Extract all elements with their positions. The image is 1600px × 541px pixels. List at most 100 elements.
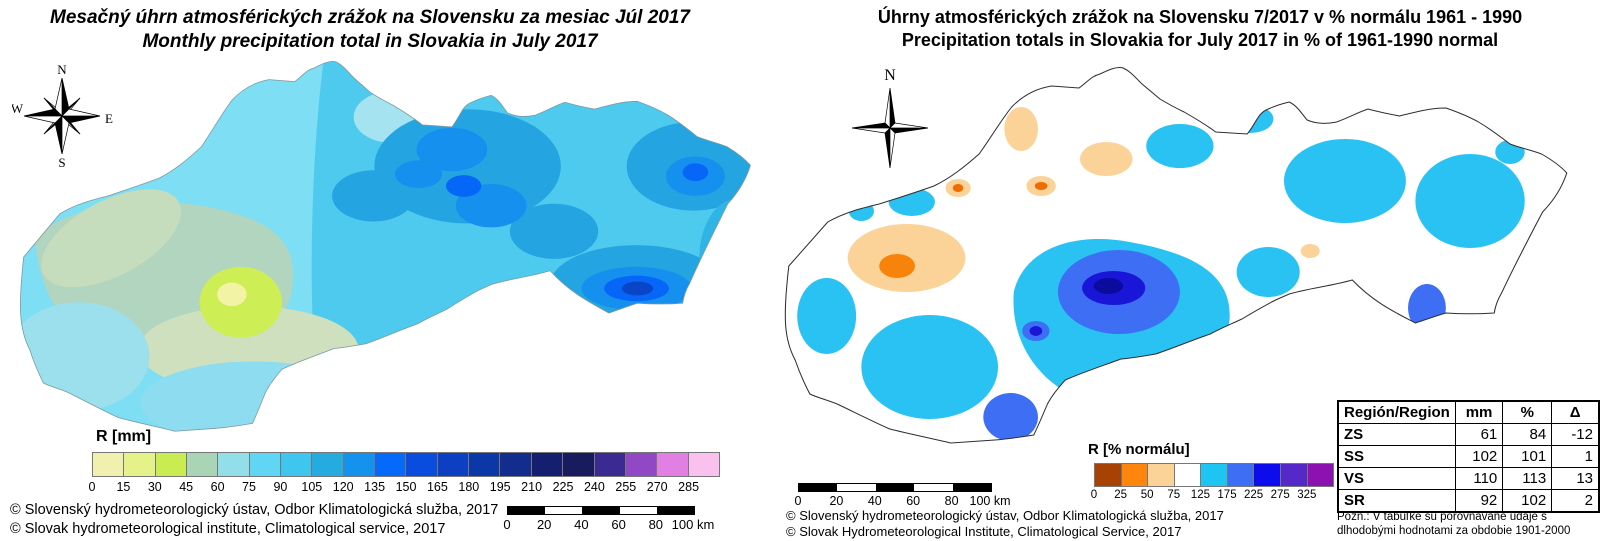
column-header: %	[1502, 400, 1553, 424]
scalebar-label: 100 km	[671, 517, 715, 532]
table-cell: 13	[1551, 467, 1600, 490]
colorbar-cell	[124, 453, 156, 476]
scalebar-label: 20	[536, 517, 552, 532]
table-header-row: Región/Region mm% Δ	[1337, 400, 1600, 424]
tick-label: 210	[521, 480, 543, 494]
tick-label: 15	[116, 480, 131, 494]
right-scalebar	[798, 483, 992, 492]
left-copyright-en: © Slovak hydrometeorological institute, …	[10, 521, 446, 537]
scalebar-label: 80	[648, 517, 664, 532]
precipitation-mm-map	[19, 60, 751, 432]
table-note: Pozn.: V tabuľke sú porovnávané údaje s …	[1337, 511, 1571, 537]
tick-label: 240	[583, 480, 605, 494]
colorbar-cell	[1280, 464, 1308, 486]
left-scalebar-labels: 0 20 40 60 80 100 km	[503, 517, 714, 532]
right-scalebar-labels: 0 20 40 60 80 100 km	[795, 494, 1011, 508]
tick-label: 25	[1114, 489, 1127, 501]
table-cell: 113	[1502, 467, 1553, 490]
table-cell: 84	[1502, 423, 1553, 446]
colorbar-cell	[594, 453, 626, 476]
scalebar-segment	[656, 507, 695, 514]
scalebar-label: 0	[503, 517, 511, 532]
tick-label: 270	[646, 480, 668, 494]
left-title-sk: Mesačný úhrn atmosférických zrážok na Sl…	[50, 7, 690, 28]
region-summary-table: Región/Region mm% Δ ZS 61 84 -12 SS 102 101 1 VS 11…	[1337, 400, 1600, 513]
colorbar-cell	[375, 453, 407, 476]
compass-e-label: E	[105, 111, 113, 126]
tick-label: 325	[1297, 489, 1317, 501]
colorbar-cell	[312, 453, 344, 476]
table-cell: 110	[1454, 467, 1504, 490]
region-table-body: ZS 61 84 -12 SS 102 101 1 VS 110 113 13 SR 92 102 2	[1337, 423, 1600, 513]
tick-label: 225	[1244, 489, 1264, 501]
scalebar-label: 80	[944, 494, 959, 508]
compass-w-label: W	[12, 101, 24, 116]
left-colorbar-ticks: 0 15 30 45 60 75 90 105 120 135 150 165 180 195 210 225…	[88, 480, 720, 495]
tick-label: 50	[1140, 489, 1154, 501]
colorbar-cell	[500, 453, 532, 476]
tick-label: 0	[88, 480, 96, 494]
scalebar-segment	[875, 484, 915, 491]
left-copyright-sk: © Slovenský hydrometeorologický ústav, O…	[10, 502, 499, 518]
colorbar-cell	[531, 453, 564, 476]
colorbar-cell	[1307, 464, 1334, 486]
column-header: mm	[1454, 400, 1504, 424]
tick-label: 195	[489, 480, 511, 494]
colorbar-cell	[1121, 464, 1149, 486]
compass-n-label: N	[57, 62, 67, 77]
scalebar-segment	[545, 507, 583, 514]
colorbar-cell	[1095, 464, 1122, 486]
left-map-title: Mesačný úhrn atmosférických zrážok na Sl…	[15, 6, 725, 54]
tick-label: 75	[242, 480, 256, 494]
table-cell: 102	[1502, 489, 1553, 513]
table-cell: 101	[1502, 445, 1553, 468]
colorbar-cell	[93, 453, 125, 476]
right-title-en: Precipitation totals in Slovakia for Jul…	[901, 30, 1499, 50]
compass-rose-icon: N S W E	[12, 62, 113, 170]
table-cell: VS	[1337, 467, 1456, 490]
scalebar-segment	[952, 484, 992, 491]
right-copyright-en: © Slovak Hydrometeorological Institute, …	[786, 524, 1182, 539]
tick-label: 125	[1190, 489, 1210, 501]
colorbar-cell	[688, 453, 719, 476]
colorbar-cell	[625, 453, 658, 476]
colorbar-cell	[1174, 464, 1202, 486]
right-copyright: © Slovenský hydrometeorologický ústav, O…	[786, 508, 1224, 540]
scalebar-segment	[799, 484, 838, 491]
colorbar-cell	[406, 453, 438, 476]
colorbar-cell	[657, 453, 689, 476]
colorbar-cell	[187, 453, 219, 476]
table-cell: 2	[1551, 489, 1600, 513]
tick-label: 135	[364, 480, 386, 494]
tick-label: 225	[552, 480, 574, 494]
tick-label: 90	[273, 480, 288, 494]
colorbar-cell	[155, 453, 188, 476]
right-colorbar-ticks: 0 25 50 75 125 175 225 275 325	[1090, 489, 1334, 504]
colorbar-cell	[437, 453, 470, 476]
colorbar-cell	[1201, 464, 1228, 486]
table-cell: 102	[1454, 445, 1504, 468]
tick-label: 75	[1167, 489, 1181, 501]
tick-label: 255	[615, 480, 637, 494]
tick-label: 285	[678, 480, 700, 494]
scalebar-segment	[837, 484, 876, 491]
scalebar-label: 100 km	[969, 494, 1011, 508]
colorbar-cell	[563, 453, 595, 476]
left-title-en: Monthly precipitation total in Slovakia …	[142, 31, 598, 52]
tick-label: 180	[458, 480, 480, 494]
scalebar-segment	[914, 484, 953, 491]
right-copyright-sk: © Slovenský hydrometeorologický ústav, O…	[786, 508, 1224, 523]
tick-label: 0	[1090, 489, 1098, 501]
table-row: VS 110 113 13	[1337, 467, 1600, 490]
table-row: ZS 61 84 -12	[1337, 423, 1600, 446]
left-colorbar	[92, 452, 720, 477]
tick-label: 175	[1217, 489, 1237, 501]
tick-label: 60	[210, 480, 225, 494]
compass-s-label: S	[58, 155, 65, 170]
region-table-header: Región/Region mm% Δ	[1337, 400, 1600, 424]
tick-label: 45	[179, 480, 194, 494]
colorbar-cell	[1148, 464, 1175, 486]
scalebar-label: 60	[906, 494, 921, 508]
north-arrow-icon: N	[851, 67, 929, 169]
colorbar-cell	[218, 453, 250, 476]
